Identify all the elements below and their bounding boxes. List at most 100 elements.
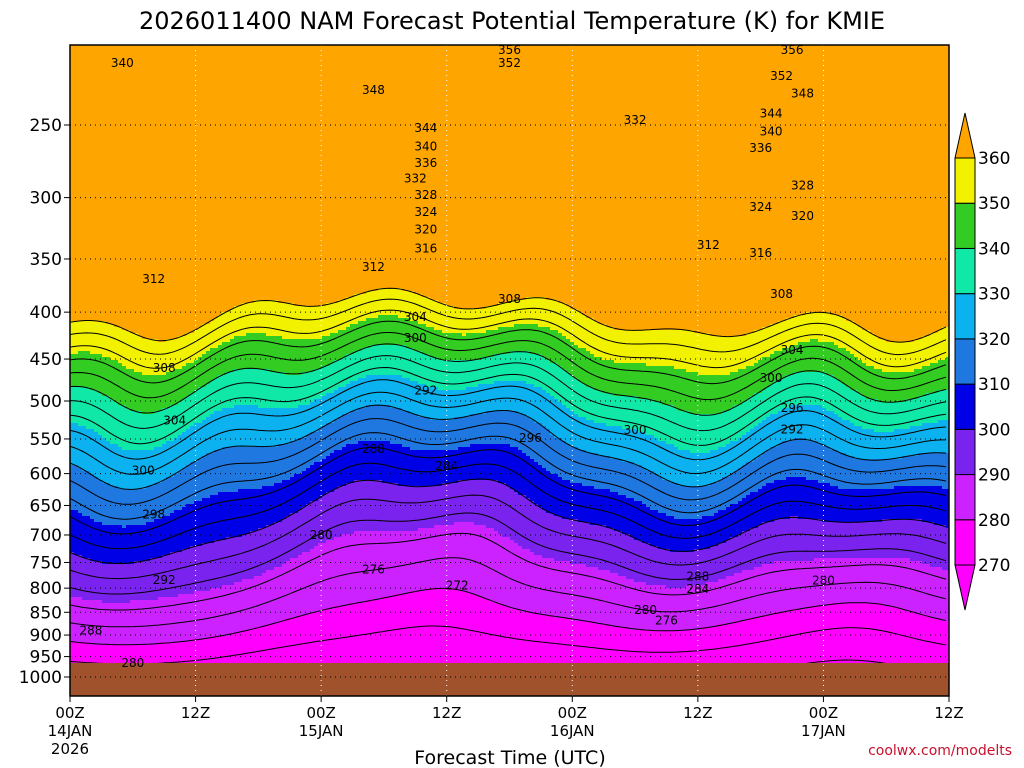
field-cell xyxy=(234,492,239,538)
field-cell xyxy=(866,330,871,367)
field-cell xyxy=(870,366,875,400)
field-cell xyxy=(242,303,247,337)
field-cell xyxy=(246,630,251,663)
field-cell xyxy=(154,447,159,484)
field-cell xyxy=(438,420,443,451)
field-cell xyxy=(930,363,935,394)
field-cell xyxy=(726,477,731,508)
field-cell xyxy=(566,519,571,562)
field-cell xyxy=(874,45,879,337)
field-cell xyxy=(350,603,355,663)
field-cell xyxy=(346,534,351,607)
field-cell xyxy=(254,300,259,334)
field-cell xyxy=(194,423,199,463)
field-cell xyxy=(570,375,575,412)
field-cell xyxy=(886,489,891,520)
field-cell xyxy=(422,450,427,487)
field-cell xyxy=(630,396,635,430)
field-cell xyxy=(606,456,611,490)
field-cell xyxy=(562,303,567,337)
field-cell xyxy=(370,441,375,481)
field-cell xyxy=(86,429,91,472)
field-cell xyxy=(874,522,879,559)
field-cell xyxy=(754,426,759,460)
field-cell xyxy=(318,543,323,613)
field-cell xyxy=(90,645,95,663)
field-cell xyxy=(862,522,867,559)
field-cell xyxy=(942,420,947,454)
field-cell xyxy=(142,561,147,601)
field-cell xyxy=(674,519,679,553)
field-cell xyxy=(578,45,583,313)
field-cell xyxy=(86,642,91,663)
field-cell xyxy=(922,453,927,487)
field-cell xyxy=(574,309,579,346)
field-cell xyxy=(494,354,499,382)
field-cell xyxy=(382,45,387,289)
field-cell xyxy=(470,480,475,523)
field-cell xyxy=(910,45,915,343)
field-cell xyxy=(630,537,635,580)
field-cell xyxy=(762,390,767,421)
field-cell xyxy=(498,381,503,412)
credit-link[interactable]: coolwx.com/modelts xyxy=(868,743,1012,759)
field-cell xyxy=(202,354,207,388)
field-cell xyxy=(714,582,719,628)
field-cell xyxy=(402,345,407,379)
field-cell xyxy=(538,507,543,556)
field-cell xyxy=(582,45,587,316)
field-cell xyxy=(182,432,187,469)
field-cell xyxy=(338,606,343,663)
field-cell xyxy=(494,603,499,663)
field-cell xyxy=(214,450,219,496)
field-cell xyxy=(322,366,327,397)
field-cell xyxy=(374,405,379,442)
field-cell xyxy=(306,45,311,307)
field-cell xyxy=(614,459,619,493)
field-cell xyxy=(702,549,707,586)
field-cell xyxy=(862,558,867,604)
field-cell xyxy=(110,525,115,565)
field-cell xyxy=(690,552,695,586)
field-cell xyxy=(110,645,115,663)
field-cell xyxy=(402,318,407,346)
field-cell xyxy=(826,342,831,376)
field-cell xyxy=(74,510,79,556)
field-cell xyxy=(134,645,139,663)
field-cell xyxy=(350,411,355,445)
field-cell xyxy=(610,426,615,460)
field-cell xyxy=(214,540,219,589)
field-cell xyxy=(110,360,115,400)
field-cell xyxy=(738,45,743,337)
field-cell xyxy=(78,642,83,663)
field-cell xyxy=(666,516,671,550)
field-cell xyxy=(114,486,119,526)
field-cell xyxy=(466,387,471,418)
field-cell xyxy=(746,618,751,663)
field-cell xyxy=(750,333,755,367)
field-cell xyxy=(114,444,119,487)
field-cell xyxy=(650,399,655,436)
field-cell xyxy=(382,405,387,442)
field-cell xyxy=(894,558,899,607)
field-cell xyxy=(194,546,199,592)
field-cell xyxy=(738,468,743,502)
field-cell xyxy=(906,486,911,520)
field-cell xyxy=(554,45,559,301)
field-cell xyxy=(850,45,855,322)
field-cell xyxy=(694,519,699,550)
field-cell xyxy=(554,438,559,475)
field-cell xyxy=(474,414,479,445)
field-cell xyxy=(914,399,919,427)
field-cell xyxy=(574,621,579,663)
field-cell xyxy=(258,528,263,577)
field-cell xyxy=(790,561,795,610)
field-cell xyxy=(782,441,787,481)
field-cell xyxy=(870,522,875,559)
field-cell xyxy=(126,330,131,370)
field-cell xyxy=(370,345,375,376)
field-cell xyxy=(382,597,387,663)
field-cell xyxy=(342,414,347,448)
field-cell xyxy=(310,465,315,502)
field-cell xyxy=(722,447,727,478)
